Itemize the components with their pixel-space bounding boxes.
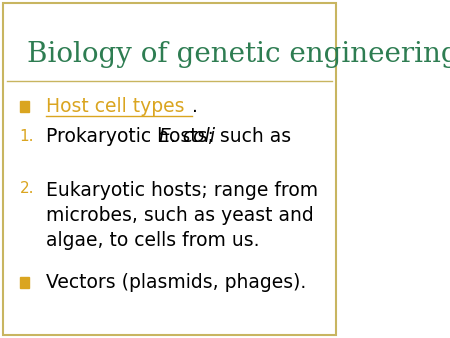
Text: 2.: 2. [19,181,34,196]
Text: 1.: 1. [19,129,34,144]
Text: .: . [192,97,198,116]
Text: Eukaryotic hosts; range from
microbes, such as yeast and
algae, to cells from us: Eukaryotic hosts; range from microbes, s… [46,181,318,250]
FancyBboxPatch shape [20,101,29,112]
FancyBboxPatch shape [4,3,336,335]
Text: Biology of genetic engineering: Biology of genetic engineering [27,41,450,68]
Text: Vectors (plasmids, phages).: Vectors (plasmids, phages). [46,273,306,292]
FancyBboxPatch shape [20,276,29,288]
Text: Host cell types: Host cell types [46,97,184,116]
Text: E. coli: E. coli [159,127,215,146]
Text: Prokaryotic hosts; such as: Prokaryotic hosts; such as [46,127,297,146]
